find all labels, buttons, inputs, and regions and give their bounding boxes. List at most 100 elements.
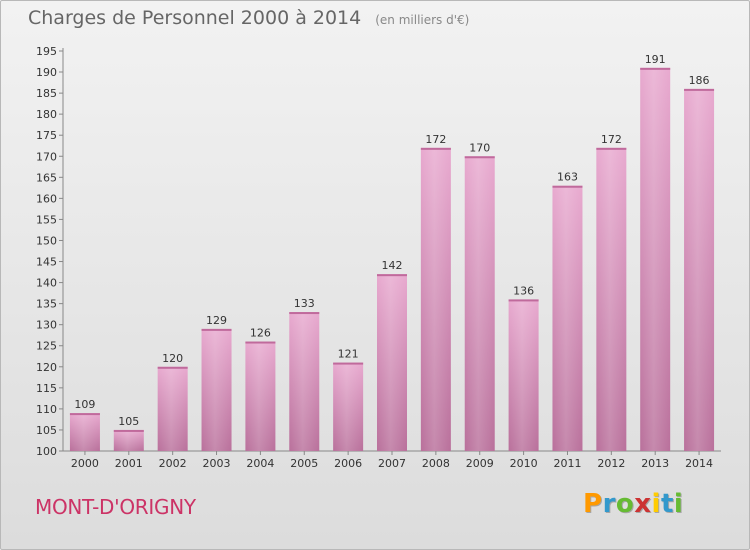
y-tick-label: 100 <box>36 445 57 458</box>
x-tick-label: 2003 <box>203 457 231 470</box>
bar-shine <box>640 67 671 451</box>
bar-top-edge <box>201 328 232 331</box>
y-tick-label: 190 <box>36 66 57 79</box>
bar-shine <box>420 147 451 451</box>
y-tick-label: 130 <box>36 319 57 332</box>
x-axis: 2000 2001 2002 2003 2004 2005 2006 2007 2008 2009… <box>63 450 721 470</box>
bar <box>420 147 451 451</box>
data-label: 136 <box>513 284 534 297</box>
y-tick-label: 150 <box>36 234 57 247</box>
x-tick-label: 2005 <box>290 457 318 470</box>
bar <box>69 413 100 451</box>
x-tick-label: 2013 <box>641 457 669 470</box>
data-label: 172 <box>601 133 622 146</box>
data-label: 142 <box>382 259 403 272</box>
chart-subtitle: (en milliers d'€) <box>375 13 470 27</box>
bar <box>377 274 407 451</box>
bar-shine <box>333 362 364 451</box>
bar <box>464 156 495 451</box>
x-tick-label: 2007 <box>378 457 406 470</box>
x-tick-label: 2011 <box>553 457 581 470</box>
bar-top-edge <box>289 312 320 315</box>
data-label: 121 <box>338 348 359 361</box>
y-tick-label: 180 <box>36 108 57 121</box>
bar <box>113 429 144 451</box>
bar-shine <box>508 299 539 451</box>
bar-shine <box>69 413 100 451</box>
bar-top-edge <box>333 362 364 365</box>
y-tick-label: 115 <box>36 382 57 395</box>
bar-top-edge <box>69 413 100 416</box>
bar <box>508 299 539 451</box>
bars <box>69 67 715 451</box>
y-tick-label: 120 <box>36 361 57 374</box>
y-tick-label: 160 <box>36 192 57 205</box>
bar <box>640 67 671 451</box>
x-tick-label: 2006 <box>334 457 362 470</box>
y-tick-label: 175 <box>36 129 57 142</box>
bar-top-edge <box>377 274 407 277</box>
bar-shine <box>245 341 276 451</box>
bar <box>596 147 627 451</box>
y-tick-label: 140 <box>36 277 57 290</box>
bar <box>157 366 188 451</box>
data-label: 170 <box>469 141 490 154</box>
value-labels: 109 105 120 129 126 133 121 142 172 170 136 163 172 1… <box>74 53 709 428</box>
x-tick-label: 2010 <box>510 457 538 470</box>
data-label: 133 <box>294 297 315 310</box>
logo-letter: i <box>651 489 661 519</box>
bar <box>333 362 364 451</box>
bar-top-edge <box>640 67 671 70</box>
x-tick-label: 2008 <box>422 457 450 470</box>
bar-shine <box>596 147 627 451</box>
bar-top-edge <box>113 429 144 432</box>
logo-letter: o <box>615 489 635 519</box>
y-tick-label: 125 <box>36 340 57 353</box>
y-tick-label: 145 <box>36 256 57 269</box>
y-tick-label: 195 <box>36 45 57 58</box>
y-axis: 100 105 110 115 120 125 130 135 140 145 150 155 160 1… <box>36 45 64 458</box>
bar-shine <box>201 328 232 451</box>
bar-shine <box>552 185 583 451</box>
bar-shine <box>113 429 144 451</box>
x-tick-label: 2004 <box>246 457 274 470</box>
y-tick-label: 135 <box>36 298 57 311</box>
commune-name: MONT-D'ORIGNY <box>35 495 196 519</box>
bar <box>201 328 232 451</box>
y-tick-label: 185 <box>36 87 57 100</box>
data-label: 172 <box>425 133 446 146</box>
x-tick-label: 2002 <box>159 457 187 470</box>
bar-shine <box>464 156 495 451</box>
data-label: 120 <box>162 352 183 365</box>
x-tick-label: 2009 <box>466 457 494 470</box>
bar <box>552 185 583 451</box>
bar-top-edge <box>508 299 539 302</box>
logo-letter: x <box>634 489 652 519</box>
proxiti-logo: Proxiti <box>583 489 683 519</box>
bar-top-edge <box>552 185 583 188</box>
bar-shine <box>157 366 188 451</box>
y-tick-label: 155 <box>36 213 57 226</box>
y-tick-label: 165 <box>36 171 57 184</box>
logo-letter: t <box>660 489 674 519</box>
bar-shine <box>377 274 407 451</box>
x-tick-label: 2001 <box>115 457 143 470</box>
x-tick-label: 2012 <box>597 457 625 470</box>
bar <box>245 341 276 451</box>
chart-title-text: Charges de Personnel 2000 à 2014 <box>28 7 362 29</box>
x-tick-label: 2014 <box>685 457 713 470</box>
data-label: 109 <box>74 398 95 411</box>
data-label: 191 <box>645 53 666 66</box>
y-tick-label: 105 <box>36 424 57 437</box>
data-label: 129 <box>206 314 227 327</box>
logo-letter: r <box>602 489 616 519</box>
data-label: 105 <box>118 415 139 428</box>
bar-top-edge <box>684 88 715 91</box>
chart-title: Charges de Personnel 2000 à 2014 (en mill… <box>28 7 469 29</box>
bar-shine <box>684 88 715 451</box>
bar <box>684 88 715 451</box>
bar-top-edge <box>596 147 627 150</box>
bar <box>289 312 320 451</box>
